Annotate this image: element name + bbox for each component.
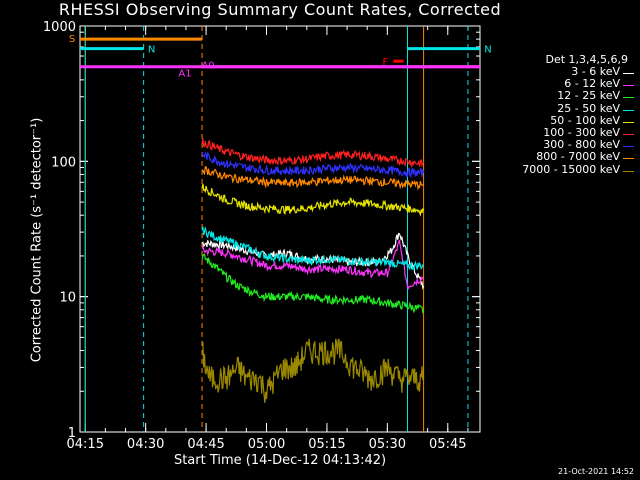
legend-item-label: 7000 - 15000 keV <box>522 162 620 176</box>
x-tick-label: 04:45 <box>187 437 224 452</box>
x-tick-label: 04:30 <box>127 437 164 452</box>
legend-item-label: 6 - 12 keV <box>564 77 620 91</box>
footer-timestamp: 21-Oct-2021 14:52 <box>558 467 634 476</box>
legend-item-label: 25 - 50 keV <box>557 101 620 115</box>
x-axis-label: Start Time (14-Dec-12 04:13:42) <box>173 453 387 468</box>
state-label: A1 <box>178 69 191 80</box>
state-label: N <box>484 45 491 56</box>
x-tick-label: 05:15 <box>308 437 345 452</box>
series-line <box>201 151 425 179</box>
legend-item-label: 100 - 300 keV <box>543 126 620 139</box>
legend-swatch <box>623 146 634 148</box>
y-tick-label: 10 <box>59 291 76 306</box>
legend-swatch <box>623 73 634 74</box>
legend-item-label: 300 - 800 keV <box>543 138 620 152</box>
legend-swatch <box>623 134 634 135</box>
legend-item-label: 3 - 6 keV <box>571 65 620 78</box>
x-tick-label: 05:45 <box>429 437 466 452</box>
legend-swatch <box>623 158 634 160</box>
chart-title: RHESSI Observing Summary Count Rates, Co… <box>58 0 502 19</box>
legend-swatch <box>623 109 634 111</box>
y-axis-label: Corrected Count Rate (s⁻¹ detector⁻¹) <box>29 117 45 363</box>
legend-swatch <box>623 121 634 123</box>
series-line <box>201 138 424 168</box>
legend-item-label: 12 - 25 keV <box>557 89 620 103</box>
series-line <box>201 165 424 191</box>
plot-frame <box>79 25 481 433</box>
legend-swatch <box>623 85 634 87</box>
state-label: N <box>148 45 155 56</box>
y-tick-label: 1000 <box>43 20 76 35</box>
x-tick-label: 05:30 <box>369 437 406 452</box>
legend-title: Det 1,3,4,5,6,9 <box>545 53 628 66</box>
legend-item-label: 800 - 7000 keV <box>536 150 620 164</box>
series-line <box>201 183 425 217</box>
state-label: A0 <box>201 61 214 72</box>
legend-swatch <box>623 97 634 99</box>
series-line <box>201 338 425 404</box>
series-line <box>201 253 425 315</box>
series-line <box>201 239 424 290</box>
state-label: S <box>69 34 75 45</box>
y-tick-label: 100 <box>51 155 76 170</box>
series-line <box>201 226 424 272</box>
legend-item-label: 50 - 100 keV <box>550 113 620 127</box>
x-tick-label: 05:00 <box>248 437 285 452</box>
legend-swatch <box>623 170 634 172</box>
x-tick-label: 04:15 <box>67 437 104 452</box>
state-label: F <box>383 57 389 68</box>
y-tick-label: 1 <box>68 426 76 441</box>
